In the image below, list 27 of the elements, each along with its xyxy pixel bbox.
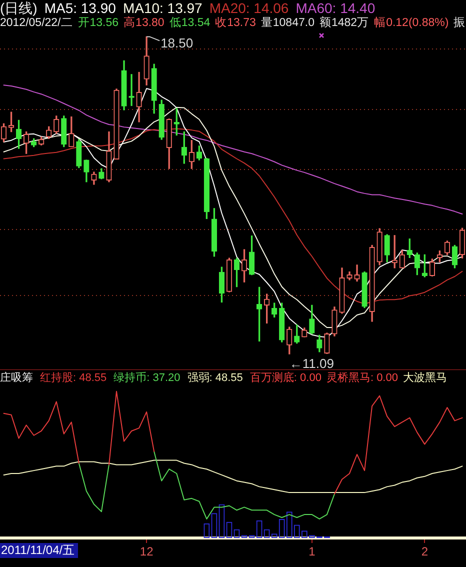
x-tick-label: 12: [140, 544, 154, 559]
text: 振: [454, 16, 466, 31]
text: 强弱: 48.55: [187, 371, 243, 386]
annotation: 18.50: [160, 35, 194, 50]
text: MA60: 14.40: [296, 0, 376, 16]
text: MA20: 14.06: [209, 0, 289, 16]
text: 高13.80: [124, 16, 164, 31]
chart-title: (日线): [0, 0, 38, 16]
text: ←11.09: [289, 356, 334, 372]
text: 收13.73: [215, 16, 256, 31]
text: 开13.56: [78, 16, 119, 31]
text: 百万测底: 0.00: [250, 370, 322, 386]
text: 额1482万: [319, 16, 370, 31]
text: 灵桥黑马: 0.00: [326, 371, 398, 386]
text: 量10847.0: [260, 16, 314, 31]
x-tick-label: 1: [308, 544, 316, 559]
chart-title: 庄吸筹: [0, 370, 33, 386]
text: 2012/05/22/二: [0, 16, 73, 31]
text: 2011/11/04/五: [0, 543, 78, 558]
text: 绿持币: 37.20: [114, 371, 180, 386]
text: MA10: 13.97: [122, 0, 202, 16]
text: 幅0.12(0.88%): [374, 16, 449, 31]
x-tick-label: 2: [421, 544, 428, 559]
text: MA5: 13.90: [44, 0, 116, 16]
series-label: 红持股: 48.55: [40, 371, 107, 386]
text: 大波黑马: [402, 371, 447, 386]
text: 低13.54: [169, 16, 210, 31]
